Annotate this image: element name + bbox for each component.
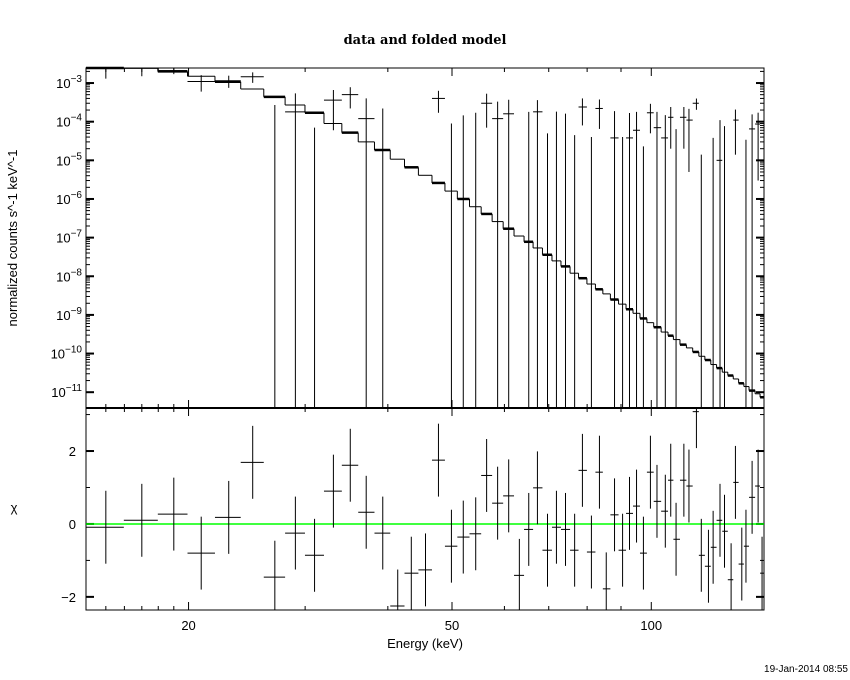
y-tick-label: 0 <box>69 517 76 532</box>
x-axis-label: Energy (keV) <box>387 636 463 651</box>
y-tick-label: 10−11 <box>51 383 82 400</box>
y-tick-label: −2 <box>61 590 76 605</box>
chart-title: data and folded model <box>344 33 507 48</box>
x-tick-label: 50 <box>445 618 459 633</box>
spectrum-panel: 10−3 10−4 10−5 10−6 10−7 10−8 10−9 10−10 10−11 <box>51 66 765 409</box>
x-tick-label: 20 <box>181 618 195 633</box>
residual-frame <box>85 407 765 611</box>
y-tick-label: 10−6 <box>56 190 82 207</box>
y-tick-label: 10−4 <box>56 113 82 130</box>
y-tick-label: 10−5 <box>56 151 82 168</box>
y-tick-label: 10−8 <box>56 267 82 284</box>
y-tick-label: 2 <box>69 444 76 459</box>
y-axis-label-residuals: χ <box>11 500 18 515</box>
spectrum-frame <box>85 67 765 409</box>
y-tick-label: 10−7 <box>56 229 82 246</box>
timestamp: 19-Jan-2014 08:55 <box>764 664 848 675</box>
y-tick-label: 10−10 <box>51 345 83 362</box>
x-tick-label: 100 <box>640 618 662 633</box>
y-axis-label-top: normalized counts s^-1 keV^-1 <box>5 150 20 327</box>
y-tick-label: 10−9 <box>56 306 82 323</box>
y-tick-label: 10−3 <box>56 74 82 91</box>
